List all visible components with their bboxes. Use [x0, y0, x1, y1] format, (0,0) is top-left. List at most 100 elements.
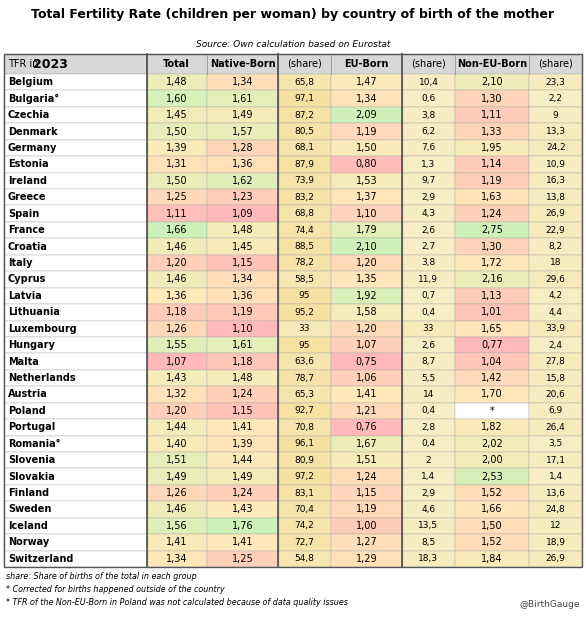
Text: 1,24: 1,24	[231, 389, 253, 399]
Text: Austria: Austria	[8, 389, 47, 399]
Bar	[402, 452, 455, 468]
Text: 4,4: 4,4	[548, 308, 563, 317]
Bar	[402, 386, 455, 402]
Bar	[207, 222, 278, 238]
Bar	[529, 304, 582, 321]
Bar	[402, 238, 455, 255]
Bar	[278, 74, 331, 91]
Text: Netherlands: Netherlands	[8, 373, 76, 383]
Bar	[331, 74, 402, 91]
Bar	[529, 222, 582, 238]
Text: 1,29: 1,29	[356, 554, 377, 564]
Text: 1,26: 1,26	[166, 324, 188, 334]
Bar	[402, 353, 455, 370]
Text: 1,47: 1,47	[356, 78, 377, 88]
Bar	[146, 74, 207, 91]
Text: 88,5: 88,5	[295, 242, 315, 251]
Text: 1,20: 1,20	[166, 258, 188, 268]
Bar	[455, 353, 529, 370]
Bar	[207, 304, 278, 321]
Text: 2,6: 2,6	[421, 341, 435, 349]
Text: 22,9: 22,9	[546, 226, 565, 234]
Bar	[146, 255, 207, 271]
Bar	[529, 353, 582, 370]
Bar	[331, 321, 402, 337]
Text: 20,6: 20,6	[546, 390, 565, 399]
Bar	[331, 271, 402, 288]
Bar	[331, 452, 402, 468]
Bar	[4, 107, 146, 123]
Bar	[207, 534, 278, 551]
Bar	[402, 304, 455, 321]
Text: France: France	[8, 225, 45, 235]
Text: 2,7: 2,7	[421, 242, 435, 251]
Bar	[278, 534, 331, 551]
Bar	[207, 107, 278, 123]
Text: 1,35: 1,35	[356, 274, 377, 284]
Bar	[402, 123, 455, 140]
Bar	[146, 534, 207, 551]
Text: 1,46: 1,46	[166, 241, 188, 251]
Text: (share): (share)	[411, 59, 446, 69]
Text: 2,53: 2,53	[481, 472, 503, 482]
Text: 1,52: 1,52	[481, 538, 503, 548]
Text: 1,15: 1,15	[231, 406, 253, 416]
Bar	[278, 189, 331, 206]
Text: 73,9: 73,9	[295, 176, 315, 186]
Text: 1,43: 1,43	[166, 373, 188, 383]
Bar	[529, 501, 582, 518]
Bar	[455, 518, 529, 534]
Bar	[455, 501, 529, 518]
Text: 54,8: 54,8	[295, 554, 315, 563]
Text: Lithuania: Lithuania	[8, 308, 60, 318]
Bar	[402, 402, 455, 419]
Bar	[529, 452, 582, 468]
Bar	[455, 91, 529, 107]
Text: 1,24: 1,24	[231, 488, 253, 498]
Text: 1,45: 1,45	[231, 241, 253, 251]
Bar	[4, 551, 146, 567]
Text: 80,5: 80,5	[295, 127, 315, 136]
Text: *: *	[490, 406, 495, 416]
Text: 1,44: 1,44	[166, 422, 188, 432]
Bar	[529, 173, 582, 189]
Bar	[402, 173, 455, 189]
Text: Belgium: Belgium	[8, 78, 53, 88]
Bar	[402, 206, 455, 222]
Bar	[455, 337, 529, 353]
Bar	[455, 288, 529, 304]
Text: 1,20: 1,20	[356, 324, 377, 334]
Bar	[529, 140, 582, 156]
Text: Estonia: Estonia	[8, 159, 49, 169]
Bar	[331, 238, 402, 255]
Text: 23,3: 23,3	[546, 78, 565, 87]
Text: 2,2: 2,2	[548, 94, 563, 103]
Text: 2,6: 2,6	[421, 226, 435, 234]
Text: Finland: Finland	[8, 488, 49, 498]
Text: 1,34: 1,34	[232, 78, 253, 88]
Bar	[331, 222, 402, 238]
Bar	[278, 353, 331, 370]
Text: Malta: Malta	[8, 357, 39, 367]
Text: 1,65: 1,65	[481, 324, 503, 334]
Bar	[455, 271, 529, 288]
Text: 1,39: 1,39	[166, 143, 188, 153]
Text: Spain: Spain	[8, 209, 39, 219]
Text: 9,7: 9,7	[421, 176, 435, 186]
Text: 1,76: 1,76	[231, 521, 253, 531]
Bar	[331, 206, 402, 222]
Bar	[207, 337, 278, 353]
Bar	[402, 337, 455, 353]
Text: 68,8: 68,8	[295, 209, 315, 218]
Bar	[4, 468, 146, 485]
Text: 1,06: 1,06	[356, 373, 377, 383]
Text: 1,00: 1,00	[356, 521, 377, 531]
Bar	[278, 140, 331, 156]
Text: 95,2: 95,2	[295, 308, 315, 317]
Bar	[278, 206, 331, 222]
Text: 68,1: 68,1	[295, 144, 315, 152]
Text: 9: 9	[553, 111, 558, 119]
Text: * Corrected for births happened outside of the country: * Corrected for births happened outside …	[6, 585, 224, 594]
Bar	[207, 74, 278, 91]
Text: Czechia: Czechia	[8, 110, 50, 120]
